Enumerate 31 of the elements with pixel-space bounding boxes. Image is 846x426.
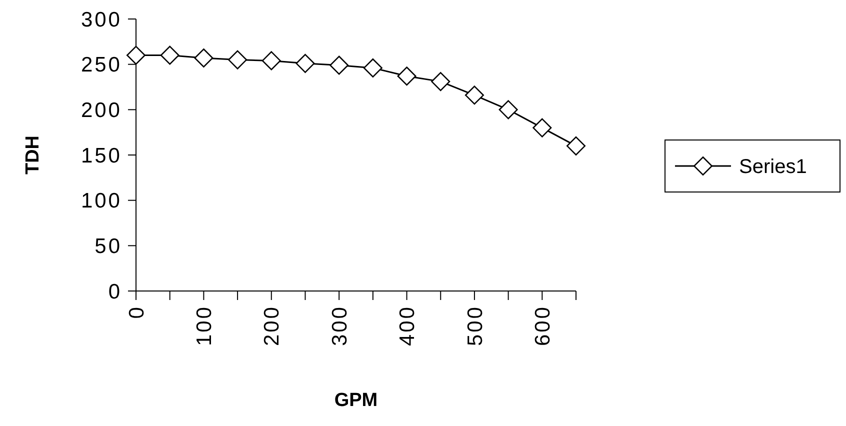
y-tick-label: 0 (108, 280, 122, 304)
y-tick-label: 300 (80, 8, 122, 32)
x-tick-label: 500 (464, 305, 487, 346)
point (464, 86, 484, 105)
y-tick-label: 50 (94, 235, 122, 258)
point (262, 51, 281, 70)
point (397, 66, 416, 86)
legend-label: Series1 (739, 156, 807, 178)
point (330, 56, 349, 75)
point (498, 100, 518, 120)
point (296, 54, 315, 73)
point (228, 50, 248, 70)
point (160, 46, 180, 65)
x-tick-label: 200 (260, 305, 284, 346)
point (566, 136, 586, 156)
point (363, 58, 382, 78)
point (431, 72, 450, 92)
y-tick-label: 250 (80, 54, 122, 77)
y-tick-label: 100 (80, 190, 122, 213)
x-tick-label: 400 (396, 305, 420, 346)
point (126, 46, 146, 65)
x-tick-label: 600 (532, 305, 555, 346)
point (194, 48, 214, 68)
y-tick-label: 150 (80, 144, 122, 168)
x-tick-label: 0 (125, 305, 148, 319)
point (532, 118, 552, 138)
x-tick-label: 300 (328, 305, 352, 346)
x-tick-label: 100 (193, 305, 216, 346)
x-axis-title: GPM (334, 390, 378, 411)
y-axis-title: TDH (22, 135, 44, 175)
y-tick-label: 200 (80, 99, 122, 122)
